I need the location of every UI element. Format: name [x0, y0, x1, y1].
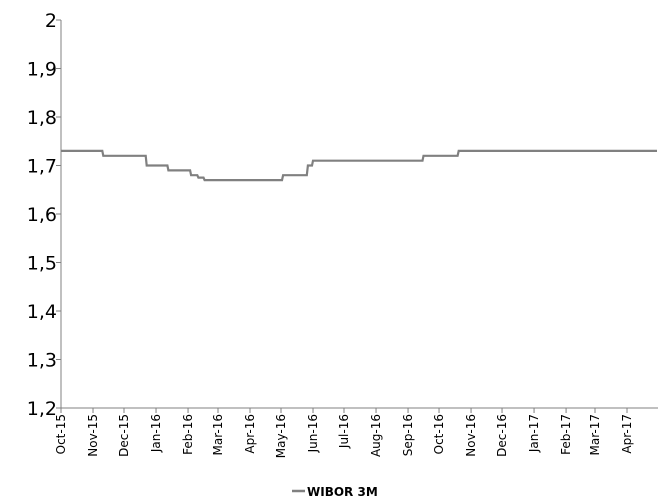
axes — [56, 19, 658, 413]
legend: WIBOR 3M — [292, 485, 378, 499]
x-tick-label: Dec-16 — [495, 414, 509, 457]
x-tick-label: Feb-16 — [181, 414, 195, 455]
y-tick-label: 1,8 — [27, 107, 57, 129]
y-tick-labels: 1,2 1,3 1,4 1,5 1,6 1,7 1,8 1,9 2 — [27, 10, 57, 420]
x-tick-label: Nov-16 — [464, 414, 478, 457]
x-tick-label: Nov-15 — [86, 414, 100, 457]
x-tick-label: May-16 — [274, 414, 288, 458]
x-tick-label: Mar-16 — [211, 414, 225, 455]
series-line-wibor-3m — [61, 149, 657, 182]
y-tick-label: 1,9 — [27, 59, 57, 81]
y-tick-label: 1,5 — [27, 253, 57, 275]
legend-label-wibor-3m: WIBOR 3M — [307, 485, 378, 499]
x-tick-label: Apr-17 — [620, 414, 634, 454]
y-tick-label: 1,6 — [27, 204, 57, 226]
x-tick-label: Jan-17 — [527, 414, 541, 453]
x-tick-label: Oct-15 — [54, 414, 68, 454]
y-tick-label: 1,7 — [27, 156, 57, 178]
x-tick-label: Oct-16 — [432, 414, 446, 454]
y-tick-label: 1,2 — [27, 398, 57, 420]
x-tick-label: Sep-16 — [401, 414, 415, 456]
y-tick-label: 2 — [45, 10, 57, 32]
x-tick-labels: Oct-15 Nov-15 Dec-15 Jan-16 Feb-16 Mar-16 Apr-… — [54, 414, 634, 458]
x-tick-label: Aug-16 — [369, 414, 383, 457]
y-tick-label: 1,3 — [27, 350, 57, 372]
x-tick-label: Jul-16 — [337, 414, 351, 449]
x-tick-label: Jan-16 — [149, 414, 163, 453]
x-tick-label: Apr-16 — [243, 414, 257, 454]
series-layer — [61, 149, 657, 182]
x-tick-label: Jun-16 — [306, 414, 320, 453]
x-tick-label: Mar-17 — [588, 414, 602, 455]
y-tick-label: 1,4 — [27, 301, 57, 323]
x-tick-label: Dec-15 — [117, 414, 131, 457]
x-tick-label: Feb-17 — [559, 414, 573, 455]
